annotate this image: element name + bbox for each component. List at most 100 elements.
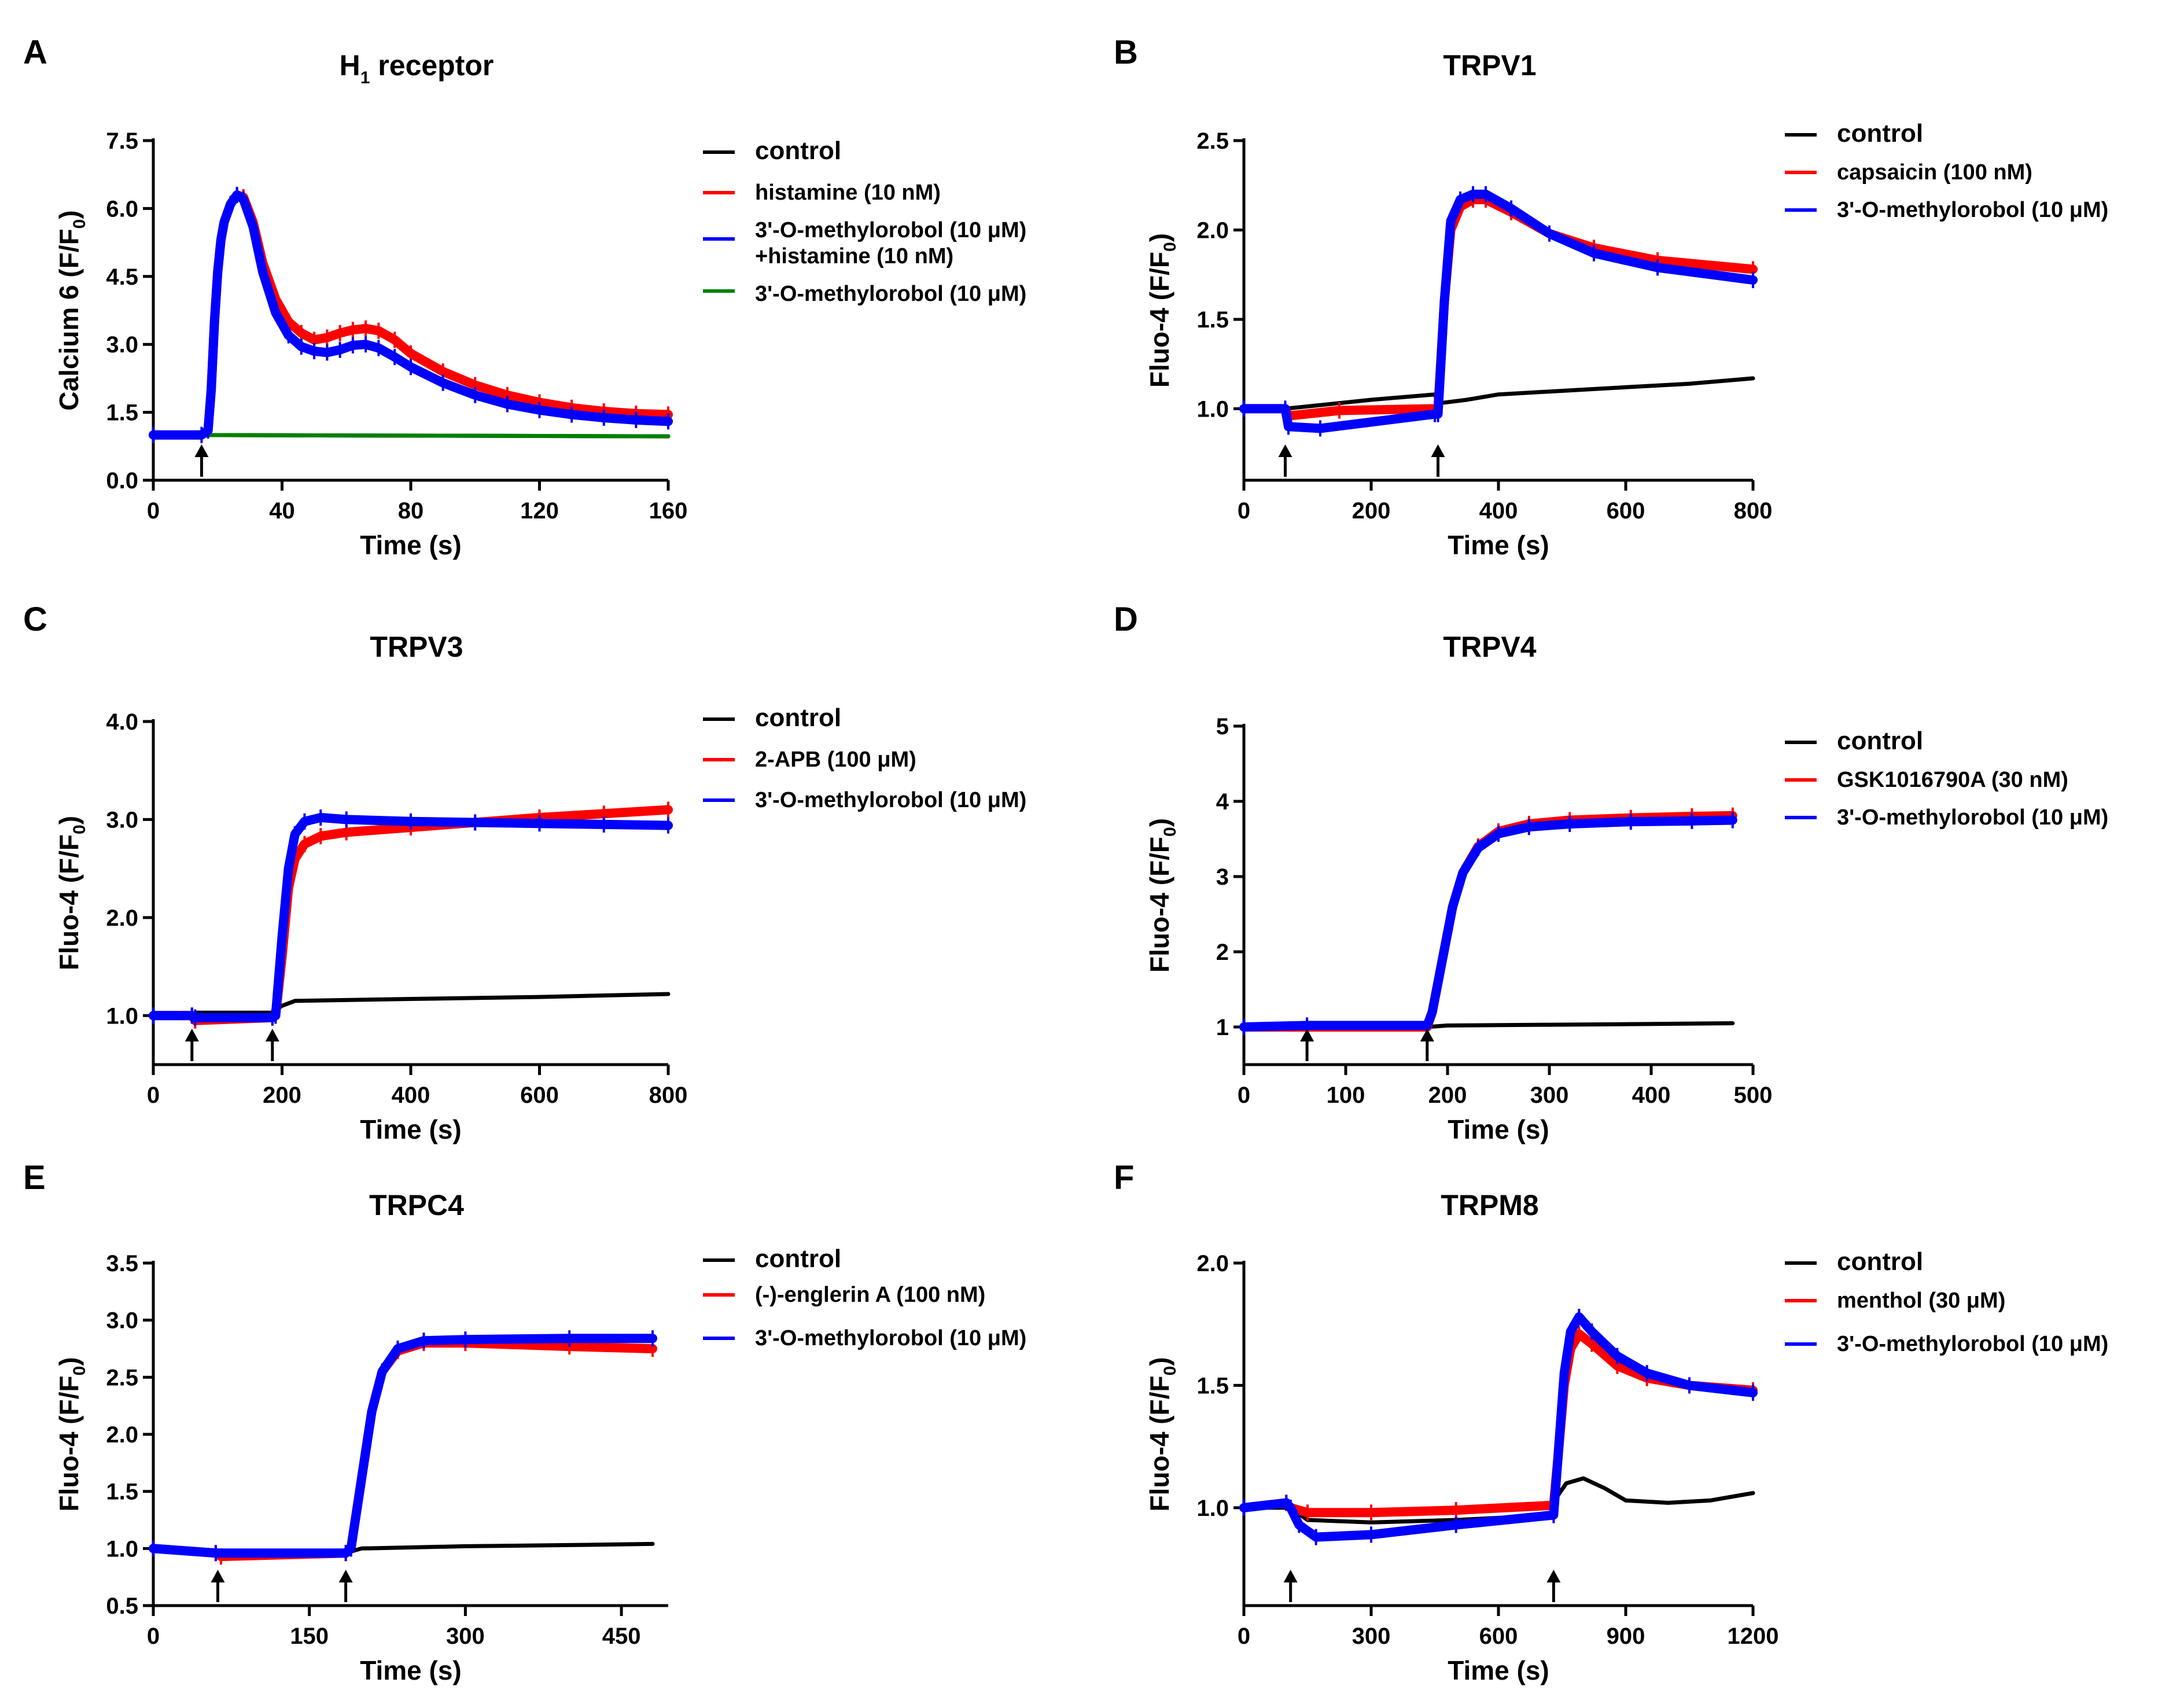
y-tick-label: 1.0 <box>106 1003 138 1029</box>
ylabel-end: ) <box>54 210 84 219</box>
ylabel-main: Fluo-4 (F/F <box>1144 1375 1174 1511</box>
series-line-0 <box>151 992 671 1018</box>
ylabel-main: Calcium 6 (F/F <box>54 229 84 410</box>
ylabel-subscript: 0 <box>70 824 89 834</box>
y-tick-label: 3 <box>1216 864 1229 890</box>
y-tick-label: 7.5 <box>106 128 138 154</box>
panel-letter: F <box>1114 1159 1134 1197</box>
series-line-0 <box>1242 1476 1755 1525</box>
arrow-head <box>265 1029 279 1041</box>
legend-label: GSK1016790A (30 nM) <box>1837 768 2068 792</box>
legend-label: (-)-englerin A (100 nM) <box>755 1283 985 1307</box>
series-line-2 <box>149 1334 657 1558</box>
ylabel-main: Fluo-4 (F/F <box>1144 837 1174 973</box>
title-main: TRPV4 <box>1443 631 1536 663</box>
x-tick-label: 450 <box>602 1624 641 1649</box>
legend-label: 3'-O-methylorobol (10 μM) <box>755 218 1026 242</box>
title-main: TRPM8 <box>1441 1189 1538 1221</box>
x-tick-label: 100 <box>1327 1083 1365 1108</box>
x-tick-label: 300 <box>1530 1083 1569 1108</box>
x-tick-label: 0 <box>147 1083 160 1108</box>
y-tick-label: 2.0 <box>1196 1251 1229 1276</box>
title-main: H <box>340 49 360 82</box>
legend-label: control <box>1837 119 1923 148</box>
series-line-2 <box>149 190 673 440</box>
arrow-head <box>338 1570 353 1582</box>
arrow-head <box>1546 1570 1561 1582</box>
x-tick-label: 200 <box>263 1083 301 1108</box>
y-tick-label: 3.0 <box>106 1308 138 1334</box>
y-axis-label: Fluo-4 (F/F0) <box>1144 1357 1180 1511</box>
panel-letter: C <box>23 601 47 638</box>
x-tick-label: 600 <box>520 1083 559 1108</box>
y-tick-label: 1.5 <box>106 400 138 426</box>
series-line-1 <box>149 1338 657 1562</box>
series-line-2 <box>149 813 673 1022</box>
ylabel-subscript: 0 <box>1161 827 1180 837</box>
y-tick-label: 2.0 <box>1196 218 1229 243</box>
ylabel-main: Fluo-4 (F/F <box>54 834 84 970</box>
legend-label: 3'-O-methylorobol (10 μM) <box>755 1326 1026 1350</box>
arrow-head <box>1278 444 1292 457</box>
panel-letter: A <box>23 34 47 71</box>
x-tick-label: 300 <box>1352 1624 1391 1649</box>
ylabel-main: Fluo-4 (F/F <box>1144 252 1174 388</box>
y-tick-label: 1.5 <box>1196 307 1229 333</box>
panel-title: H1 receptor <box>340 49 494 87</box>
series-line-2 <box>1239 189 1758 433</box>
arrow-head <box>194 444 209 457</box>
y-tick-label: 2 <box>1216 940 1229 965</box>
panel-title: TRPC4 <box>369 1189 464 1221</box>
x-axis-label: Time (s) <box>360 530 462 560</box>
legend-label: capsaicin (100 nM) <box>1837 160 2032 185</box>
x-tick-label: 1200 <box>1728 1624 1779 1649</box>
x-tick-label: 120 <box>520 498 559 524</box>
title-main: TRPC4 <box>369 1189 464 1221</box>
y-tick-label: 1.5 <box>106 1479 138 1505</box>
ylabel-subscript: 0 <box>70 219 89 229</box>
legend-label: histamine (10 nM) <box>755 181 941 205</box>
legend-label: control <box>755 704 841 732</box>
y-tick-label: 3.0 <box>106 332 138 358</box>
series-line-2 <box>1239 815 1737 1032</box>
ylabel-main: Fluo-4 (F/F <box>54 1375 84 1511</box>
legend-label: control <box>755 137 841 165</box>
legend-label: 3'-O-methylorobol (10 μM) <box>1837 1332 2108 1356</box>
y-axis-label: Fluo-4 (F/F0) <box>1144 818 1180 973</box>
ylabel-subscript: 0 <box>70 1366 89 1376</box>
series-line-1 <box>149 805 673 1025</box>
y-axis-label: Fluo-4 (F/F0) <box>54 816 89 970</box>
y-axis-label: Fluo-4 (F/F0) <box>1144 233 1180 388</box>
y-tick-label: 1.0 <box>106 1536 138 1562</box>
x-tick-label: 0 <box>1238 1624 1250 1649</box>
panel-letter: D <box>1114 601 1138 638</box>
arrow-head <box>1300 1029 1314 1041</box>
legend-label: control <box>1837 1247 1923 1276</box>
series-line-3 <box>151 433 671 439</box>
x-axis-label: Time (s) <box>360 1114 462 1144</box>
panel-title: TRPV3 <box>370 631 463 663</box>
x-axis-label: Time (s) <box>1448 1114 1549 1144</box>
series-line-1 <box>1239 1329 1758 1518</box>
x-tick-label: 200 <box>1428 1083 1467 1108</box>
legend-label: +histamine (10 nM) <box>755 244 953 268</box>
x-tick-label: 200 <box>1352 498 1391 524</box>
x-tick-label: 300 <box>446 1624 485 1649</box>
y-tick-label: 4.5 <box>106 264 138 290</box>
x-tick-label: 500 <box>1734 1083 1773 1108</box>
panel-title: TRPV4 <box>1443 631 1536 663</box>
y-axis-label: Calcium 6 (F/F0) <box>54 210 89 410</box>
panel-e: E TRPC4 0.5 1.0 1.5 2.0 2.5 3.0 3.5 0 150 300 450 Tim… <box>23 1159 1026 1685</box>
ylabel-end: ) <box>54 816 84 824</box>
x-tick-label: 0 <box>1238 1083 1250 1108</box>
y-tick-label: 4.0 <box>106 709 138 735</box>
arrow-head <box>1283 1570 1298 1582</box>
title-rest: receptor <box>370 49 494 82</box>
x-tick-label: 80 <box>398 498 424 524</box>
title-main: TRPV1 <box>1443 49 1536 82</box>
panel-d: D TRPV4 1 2 3 4 5 0 100 200 300 400 500 Time (s) Fluo-… <box>1114 601 2108 1144</box>
arrow-head <box>211 1570 225 1582</box>
ylabel-subscript: 0 <box>1161 242 1180 252</box>
panel-letter: B <box>1114 34 1138 71</box>
